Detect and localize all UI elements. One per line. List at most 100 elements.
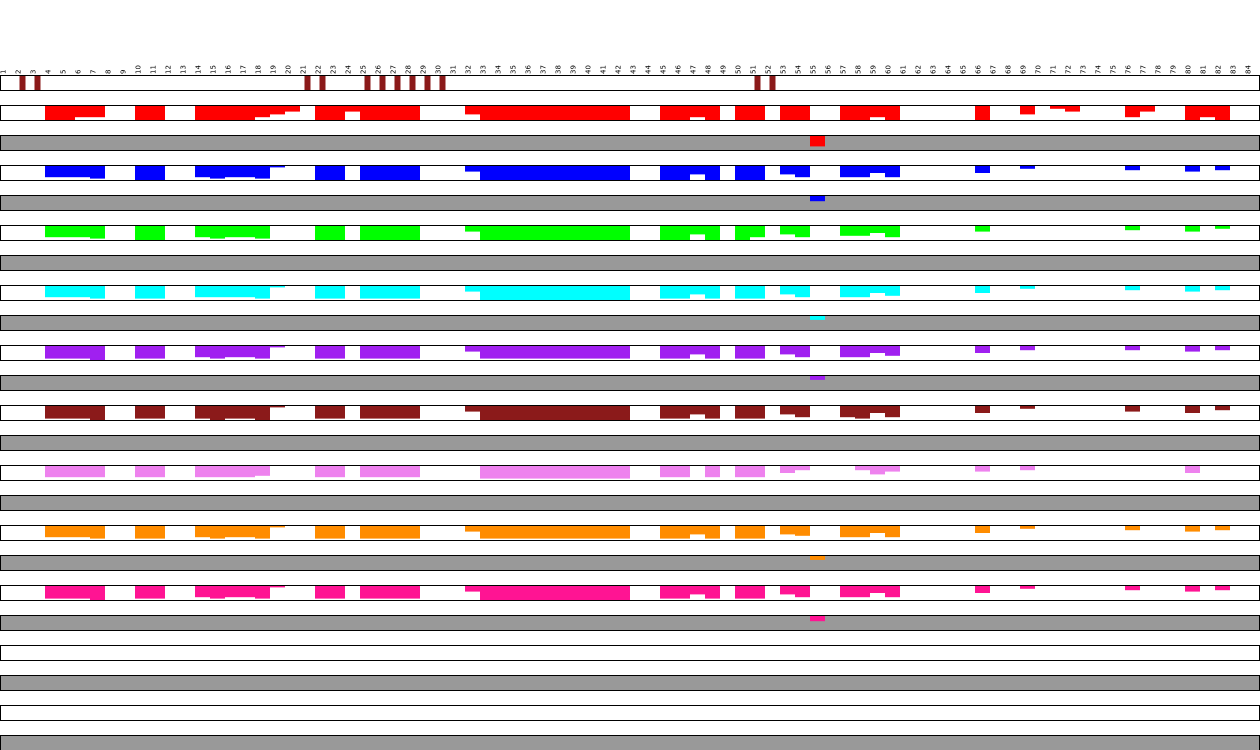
track-bar <box>1125 406 1140 412</box>
track-bar <box>495 586 510 600</box>
track-bar <box>375 226 390 240</box>
track-bar <box>255 406 270 420</box>
track-bar <box>270 346 285 348</box>
track-bar <box>285 106 300 112</box>
track-bar <box>750 166 765 180</box>
marker-bar <box>34 76 41 90</box>
track-bar <box>795 586 810 598</box>
track-bar <box>255 286 270 299</box>
track-bar <box>330 346 345 359</box>
track-bar <box>870 166 885 173</box>
track-bar <box>360 166 375 180</box>
track-bar <box>225 166 240 178</box>
track-bar <box>840 526 855 538</box>
track-bar <box>795 466 810 471</box>
track-bar <box>795 526 810 536</box>
track-bar <box>75 526 90 538</box>
band-highlight <box>810 616 825 622</box>
track-bar <box>270 526 285 528</box>
track-bar <box>870 466 885 475</box>
track-bar <box>210 526 225 539</box>
track-bar <box>195 526 210 538</box>
track-bar <box>555 346 570 359</box>
tick-label: 45 <box>660 65 668 74</box>
track-bar <box>240 526 255 538</box>
track-bar <box>240 466 255 478</box>
track-bar <box>45 586 60 599</box>
track-bar <box>240 226 255 238</box>
track-bar <box>615 526 630 539</box>
track-bar <box>840 346 855 358</box>
track-bar <box>330 226 345 240</box>
track-bar <box>855 106 870 120</box>
tick-label: 52 <box>765 65 773 74</box>
gray-band <box>0 315 1260 331</box>
track-bar <box>135 586 150 599</box>
tick-label: 33 <box>480 65 488 74</box>
tick-label: 49 <box>720 65 728 74</box>
track-bar <box>495 226 510 240</box>
tick-label: 13 <box>180 65 188 74</box>
track-bar <box>750 286 765 299</box>
track-bar <box>660 406 675 419</box>
track-bar <box>225 466 240 478</box>
track-bar <box>585 226 600 240</box>
track-bar <box>690 526 705 535</box>
track-bar <box>315 346 330 359</box>
track-bar <box>270 406 285 408</box>
track-bar <box>210 586 225 599</box>
track-bar <box>675 286 690 299</box>
track-bar <box>210 346 225 359</box>
tick-label: 80 <box>1185 65 1193 74</box>
track-bar <box>540 526 555 539</box>
track-bar <box>780 406 795 415</box>
track-bar <box>150 526 165 539</box>
track-bar <box>240 106 255 120</box>
track-bar <box>975 226 990 232</box>
tick-label: 21 <box>300 65 308 74</box>
tick-label: 56 <box>825 65 833 74</box>
track-bar <box>375 166 390 180</box>
track-bar <box>1020 106 1035 115</box>
track-bar <box>360 466 375 478</box>
track-bar <box>315 286 330 299</box>
track-bar <box>510 226 525 240</box>
track-bar <box>855 286 870 298</box>
track-bar <box>975 106 990 120</box>
track-bar <box>660 466 675 478</box>
track-bar <box>195 106 210 120</box>
track-bar <box>660 286 675 299</box>
track-bar <box>330 586 345 599</box>
tick-label: 32 <box>465 65 473 74</box>
track-bar <box>600 226 615 240</box>
track-bar <box>60 346 75 359</box>
tick-label: 10 <box>135 65 143 74</box>
track-bar <box>780 586 795 595</box>
track-bar <box>465 106 480 115</box>
track-bar <box>705 286 720 299</box>
track-bar <box>255 226 270 239</box>
track-bar <box>1020 166 1035 169</box>
tick-label: 28 <box>405 65 413 74</box>
track-bar <box>90 586 105 600</box>
track-bar <box>570 166 585 180</box>
track-bar <box>615 226 630 240</box>
tick-label: 81 <box>1200 65 1208 74</box>
track-bar <box>570 226 585 240</box>
track-bar <box>675 106 690 120</box>
track-bar <box>660 526 675 539</box>
tick-label: 66 <box>975 65 983 74</box>
tick-label: 73 <box>1080 65 1088 74</box>
track-bar <box>45 346 60 359</box>
track-bar <box>345 106 360 112</box>
track-bar <box>150 286 165 299</box>
track-bar <box>360 106 375 120</box>
track-bar <box>705 406 720 419</box>
track-bar <box>570 286 585 300</box>
tick-label: 76 <box>1125 65 1133 74</box>
track-bar <box>735 346 750 359</box>
track-bar <box>570 526 585 539</box>
track-bar <box>570 346 585 359</box>
track-bar <box>735 286 750 299</box>
tick-label: 48 <box>705 65 713 74</box>
